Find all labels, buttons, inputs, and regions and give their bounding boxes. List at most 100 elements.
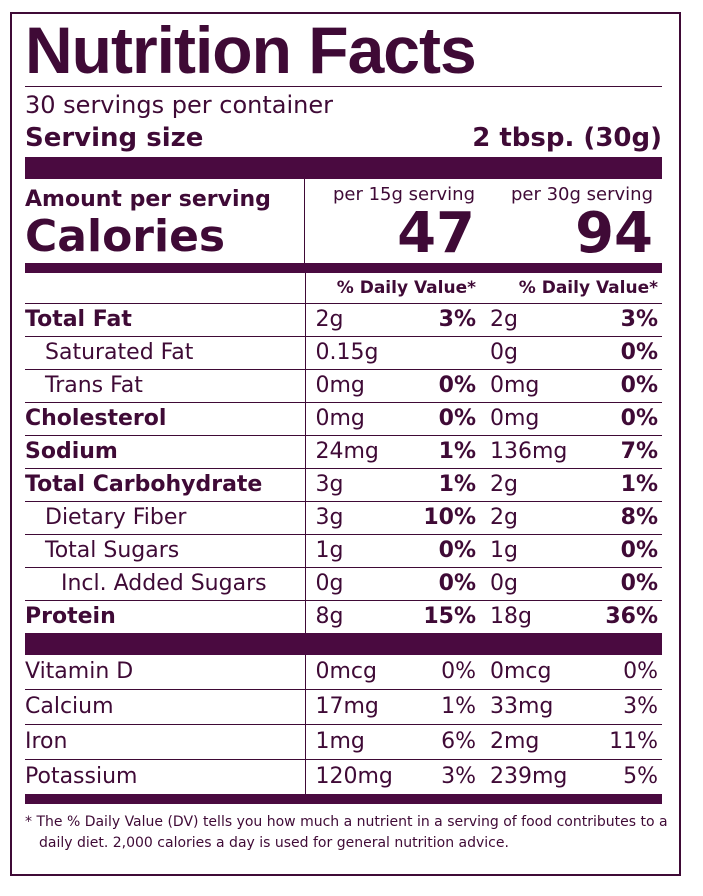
nutrient-row: Incl. Added Sugars 0g 0% 0g 0% (25, 567, 662, 601)
daily-value: 0% (400, 567, 480, 601)
nutrition-label: Nutrition Facts 30 servings per containe… (25, 14, 668, 854)
nutrient-row: Saturated Fat 0.15g 0g 0% (25, 336, 662, 370)
blank (25, 273, 305, 304)
nutrient-name: Total Carbohydrate (25, 468, 305, 502)
daily-value: 3% (400, 303, 480, 337)
amount: 2mg (480, 724, 560, 760)
nutrient-row: Protein 8g 15% 18g 36% (25, 600, 662, 633)
nutrient-row: Potassium 120mg 3% 239mg 5% (25, 759, 662, 794)
daily-value: 10% (400, 501, 480, 535)
footnote: * The % Daily Value (DV) tells you how m… (25, 814, 668, 851)
serving-size: Serving size 2 tbsp. (30g) (25, 121, 662, 155)
daily-value: 0% (400, 402, 480, 436)
amount: 0mg (304, 369, 400, 403)
dv-header: % Daily Value* (480, 273, 662, 304)
daily-value: 1% (400, 435, 480, 469)
nutrient-row: Sodium 24mg 1% 136mg 7% (25, 435, 662, 469)
amount: 0mg (304, 402, 400, 436)
daily-value: 0% (560, 567, 662, 601)
daily-value: 0% (560, 336, 662, 370)
thick-bar (25, 157, 662, 179)
calories-header: per 30g serving (510, 184, 653, 205)
amount: 0mcg (480, 655, 560, 690)
dv-header-row: % Daily Value* % Daily Value* (25, 273, 662, 304)
amount: 3g (304, 468, 400, 502)
daily-value: 36% (605, 604, 658, 629)
daily-value: 0% (560, 402, 662, 436)
nutrient-row: Dietary Fiber 3g 10% 2g 8% (25, 501, 662, 535)
daily-value: 3% (560, 303, 662, 337)
daily-value (400, 336, 480, 370)
daily-value: 0% (560, 655, 662, 690)
calories-label: Calories (25, 211, 226, 262)
daily-value: 7% (560, 435, 662, 469)
medium-bar (25, 263, 662, 273)
nutrient-row: Vitamin D 0mcg 0% 0mcg 0% (25, 655, 662, 690)
amount: 0mg (480, 369, 560, 403)
nutrient-name: Cholesterol (25, 402, 305, 436)
daily-value: 1% (400, 689, 480, 725)
amount: 2g (304, 303, 400, 337)
amount: 8g (304, 600, 400, 633)
amount: 0g (480, 567, 560, 601)
nutrient-name: Calcium (25, 689, 305, 725)
calories-value: 47 (397, 201, 475, 266)
amount: 0mg (480, 402, 560, 436)
nutrient-name: Potassium (25, 764, 138, 789)
amount: 2g (480, 303, 560, 337)
daily-value: 3% (560, 689, 662, 725)
amount: 239mg (490, 764, 568, 789)
amount: 120mg (304, 759, 400, 794)
amount: 33mg (480, 689, 560, 725)
amount: 136mg (480, 435, 567, 469)
amount: 18g (490, 604, 532, 629)
nutrient-row: Cholesterol 0mg 0% 0mg 0% (25, 402, 662, 436)
amount: 1g (480, 534, 560, 568)
daily-value: 0% (400, 534, 480, 568)
serving-size-value: 2 tbsp. (30g) (472, 123, 662, 153)
amount-per-serving: Amount per serving (25, 187, 271, 212)
medium-bar (25, 794, 662, 804)
nutrient-name: Protein (25, 604, 116, 629)
nutrient-row: Iron 1mg 6% 2mg 11% (25, 724, 662, 760)
amount: 1mg (304, 724, 400, 760)
calories-section: Amount per serving Calories per 15g serv… (25, 179, 662, 263)
daily-value: 0% (560, 534, 662, 568)
servings: 30 servings per container (25, 91, 333, 119)
nutrient-name: Vitamin D (25, 655, 305, 690)
daily-value: 1% (400, 468, 480, 502)
amount: 0g (480, 336, 560, 370)
nutrient-table: % Daily Value* % Daily Value* Total Fat 2… (25, 273, 662, 633)
thick-bar (25, 633, 662, 655)
calories-header: per 15g serving (332, 184, 475, 205)
amount: 24mg (304, 435, 400, 469)
daily-value: 11% (560, 724, 662, 760)
daily-value: 0% (560, 369, 662, 403)
amount: 1g (304, 534, 400, 568)
daily-value: 0% (400, 655, 480, 690)
amount: 0.15g (304, 336, 400, 370)
calories-col: per 30g serving 94 (475, 179, 653, 263)
vitamin-table: Vitamin D 0mcg 0% 0mcg 0% Calcium 17mg 1% 33mg 3%… (25, 655, 662, 794)
amount: 0g (304, 567, 400, 601)
amount: 0mcg (304, 655, 400, 690)
nutrient-row: Trans Fat 0mg 0% 0mg 0% (25, 369, 662, 403)
daily-value: 3% (441, 764, 476, 789)
nutrient-name: Trans Fat (25, 369, 305, 403)
daily-value: 0% (400, 369, 480, 403)
label-border (10, 12, 681, 876)
calories-left: Amount per serving Calories (25, 179, 305, 263)
daily-value: 5% (623, 764, 658, 789)
nutrient-name: Total Fat (25, 303, 305, 337)
daily-value: 15% (423, 604, 476, 629)
nutrient-row: Total Sugars 1g 0% 1g 0% (25, 534, 662, 568)
serving-size-label: Serving size (25, 123, 204, 153)
nutrient-row: Total Carbohydrate 3g 1% 2g 1% (25, 468, 662, 502)
daily-value: 1% (560, 468, 662, 502)
daily-value: 6% (400, 724, 480, 760)
nutrient-row: Total Fat 2g 3% 2g 3% (25, 303, 662, 337)
nutrient-name: Incl. Added Sugars (25, 567, 305, 601)
amount: 2g (480, 468, 560, 502)
nutrient-name: Dietary Fiber (25, 501, 305, 535)
